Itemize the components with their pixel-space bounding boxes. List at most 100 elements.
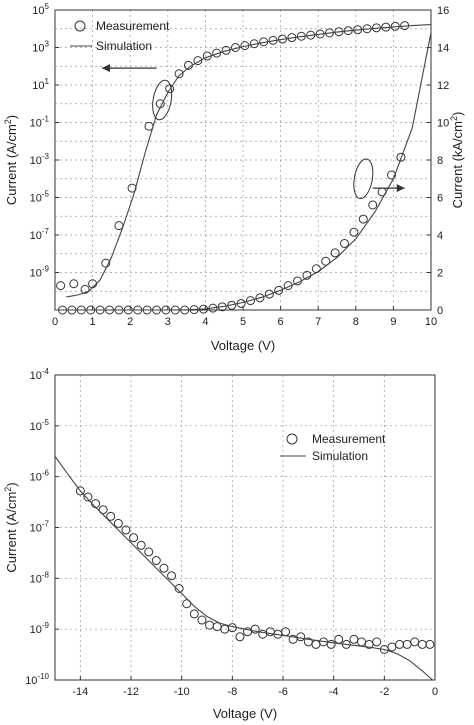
measurement-point [410,637,420,647]
x-tick-label: -4 [329,686,339,698]
chart-reverse-iv: -14 -12 -10 -8 -6 -4 -2 0 10-10 10-9 10-8 10-7 10-6 1… [3,367,438,721]
measurement-point [136,540,146,550]
measurement-point [387,170,397,180]
measurement-point [357,637,367,647]
measurement-point [212,622,222,632]
measurement-point [174,69,184,79]
measurement-point [205,620,215,630]
measurement-point [330,248,340,258]
annotation-arrowhead-left [102,64,110,73]
measurement-point [349,227,359,237]
measurement-point [193,56,203,66]
annotation-arrowhead-right [396,184,405,193]
y-tick-label: 10-5 [30,418,50,433]
measurement-point [250,624,260,634]
measurement-point [372,637,382,647]
x-tick-label: -10 [174,686,190,698]
measurement-point [425,639,435,649]
measurement-point [326,639,336,649]
measurement-point [246,296,256,306]
y-left-tick-label: 101 [32,77,49,92]
x-tick-label: 8 [353,316,359,328]
measurement-point [174,584,184,593]
x-axis-title: Voltage (V) [213,706,277,721]
measurement-point [258,629,268,639]
legend-label-simulation: Simulation [312,449,368,463]
y-right-tick-label: 2 [437,268,443,280]
x-tick-label: 0 [52,316,58,328]
x-tick-label: 5 [240,316,246,328]
legend-label-measurement: Measurement [96,19,170,33]
y-tick-label: 10-7 [30,520,50,535]
x-tick-label: 2 [127,316,133,328]
measurement-point [264,289,274,299]
measurement-point [106,511,116,521]
measurement-point [235,632,245,642]
y-right-axis-title: Current (kA/cm2) [449,112,465,209]
x-axis-title: Voltage (V) [211,338,275,353]
legend-label-measurement: Measurement [312,432,386,446]
annotation-ellipse-left [152,79,173,121]
measurement-point [197,615,207,625]
x-tick-label: 3 [165,316,171,328]
x-tick-label: 6 [278,316,284,328]
y-right-tick-label: 12 [437,80,449,92]
measurement-point [113,518,123,528]
y-tick-label: 10-8 [30,570,50,585]
y-left-tick-label: 10-1 [30,115,50,130]
measurement-point [151,556,161,566]
measurement-point [358,214,368,224]
simulation-line [66,24,432,298]
y-tick-label: 10-6 [30,469,50,484]
simulation-line [55,32,432,311]
measurement-point [396,152,406,162]
measurement-point [417,639,427,649]
measurement-point [189,609,199,619]
measurement-point [167,571,177,581]
measurement-point [83,492,93,502]
y-right-tick-label: 0 [437,305,443,317]
measurement-point [402,639,412,649]
x-tick-label: -12 [123,686,139,698]
chart-forward-iv: 0 1 2 3 4 5 6 7 8 9 1010-910-710-510-310-110110310… [3,2,465,353]
measurement-point [75,486,85,496]
x-tick-label: 10 [425,316,437,328]
measurement-point [334,634,344,644]
legend-marker-measurement [286,433,298,445]
x-tick-label: -14 [72,686,88,698]
y-left-tick-label: 10-3 [30,152,50,167]
y-right-tick-label: 10 [437,118,449,130]
measurement-point [387,642,397,652]
measurement-point [144,547,154,557]
y-tick-label: 10-9 [30,621,50,636]
measurement-point [129,533,139,543]
y-left-tick-label: 10-9 [30,265,50,280]
y-left-tick-label: 10-7 [30,227,50,242]
measurement-point [368,200,378,210]
measurement-point [340,238,350,248]
measurement-point [121,525,131,535]
measurement-point [274,285,284,295]
y-right-tick-label: 8 [437,155,443,167]
y-right-tick-label: 16 [437,5,449,17]
measurement-point [56,281,66,291]
y-right-tick-label: 4 [437,230,443,242]
x-tick-label: 0 [432,686,438,698]
y-left-tick-label: 105 [32,2,49,17]
measurement-point [296,632,306,642]
x-tick-label: -2 [379,686,389,698]
x-tick-label: 9 [390,316,396,328]
measurement-point [212,48,222,58]
measurement-point [255,293,265,303]
y-left-tick-label: 103 [32,40,49,55]
measurement-point [114,221,124,231]
annotation-ellipse-right [353,158,374,200]
x-tick-label: -6 [278,686,288,698]
measurement-point [182,599,192,609]
measurement-point [159,563,169,573]
simulation-line [54,455,433,681]
y-left-tick-label: 10-5 [30,190,50,205]
measurement-point [321,256,331,266]
x-tick-label: -8 [227,686,237,698]
